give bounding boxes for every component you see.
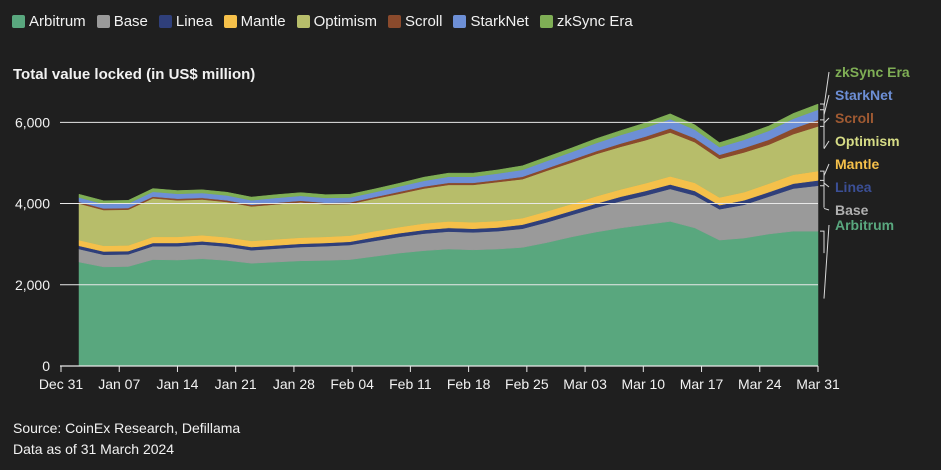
- legend-swatch: [539, 15, 553, 28]
- legend-item-optimism: Optimism: [296, 13, 377, 30]
- legend-item-starknet: StarkNet: [453, 13, 529, 30]
- x-tick-label: Mar 31: [796, 376, 840, 392]
- end-label: Scroll: [835, 110, 874, 126]
- y-tick-label: 6,000: [15, 114, 50, 130]
- legend-label: Optimism: [313, 13, 377, 30]
- x-tick-label: Jan 28: [273, 376, 315, 392]
- legend-swatch: [296, 15, 310, 28]
- legend-label: Base: [113, 13, 148, 30]
- x-tick-label: Feb 25: [505, 376, 549, 392]
- end-label-connector: [820, 94, 830, 120]
- end-label-connector: [820, 224, 830, 299]
- end-label-connector: [820, 163, 830, 181]
- legend-label: zkSync Era: [556, 13, 633, 30]
- legend-swatch: [96, 15, 110, 28]
- x-tick-label: Jan 21: [215, 376, 257, 392]
- legend-item-base: Base: [96, 13, 148, 30]
- legend-swatch: [223, 15, 237, 28]
- end-label: Optimism: [835, 133, 900, 149]
- legend-label: Scroll: [404, 13, 443, 30]
- legend-item-mantle: Mantle: [223, 13, 286, 30]
- x-tick-label: Feb 11: [389, 376, 432, 392]
- legend-swatch: [12, 15, 25, 28]
- asof-note: Data as of 31 March 2024: [13, 441, 175, 457]
- y-tick-label: 4,000: [15, 196, 50, 212]
- end-label-connector: [820, 185, 830, 211]
- x-tick-label: Jan 14: [156, 376, 198, 392]
- end-label: StarkNet: [835, 87, 893, 103]
- area-zksync-era: [78, 103, 819, 205]
- y-tick-label: 0: [42, 358, 50, 374]
- x-tick-label: Mar 10: [622, 376, 666, 392]
- legend-item-scroll: Scroll: [387, 13, 443, 30]
- end-label-connector: [820, 125, 830, 150]
- end-label: Mantle: [835, 156, 880, 172]
- x-tick-label: Jan 07: [98, 376, 140, 392]
- end-label: Arbitrum: [835, 217, 894, 233]
- end-label-connector: [820, 71, 830, 110]
- x-tick-label: Feb 18: [447, 376, 491, 392]
- legend-item-linea: Linea: [158, 13, 213, 30]
- chart-legend: Arbitrum Base Linea Mantle Optimism Scroll Sta…: [12, 13, 644, 30]
- x-tick-label: Feb 04: [330, 376, 374, 392]
- end-label: Linea: [835, 179, 872, 195]
- legend-item-zksync-era: zkSync Era: [539, 13, 633, 30]
- x-tick-label: Mar 24: [738, 376, 782, 392]
- legend-swatch: [453, 15, 467, 28]
- end-label: Base: [835, 202, 869, 218]
- y-tick-label: 2,000: [15, 277, 50, 293]
- end-label-connector: [820, 179, 830, 188]
- end-label: zkSync Era: [835, 64, 910, 80]
- legend-label: Mantle: [240, 13, 286, 30]
- legend-swatch: [158, 15, 172, 28]
- legend-label: Linea: [175, 13, 213, 30]
- x-tick-label: Dec 31: [39, 376, 84, 392]
- chart-title: Total value locked (in US$ million): [13, 66, 256, 83]
- legend-swatch: [387, 15, 401, 28]
- x-tick-label: Mar 03: [563, 376, 607, 392]
- chart-footer: Source: CoinEx Research, Defillama Data …: [13, 418, 240, 460]
- end-label-connector: [820, 117, 830, 127]
- legend-item-arbitrum: Arbitrum: [12, 13, 86, 30]
- source-note: Source: CoinEx Research, Defillama: [13, 420, 241, 436]
- legend-label: StarkNet: [470, 13, 529, 30]
- legend-label: Arbitrum: [29, 13, 86, 30]
- x-tick-label: Mar 17: [680, 376, 724, 392]
